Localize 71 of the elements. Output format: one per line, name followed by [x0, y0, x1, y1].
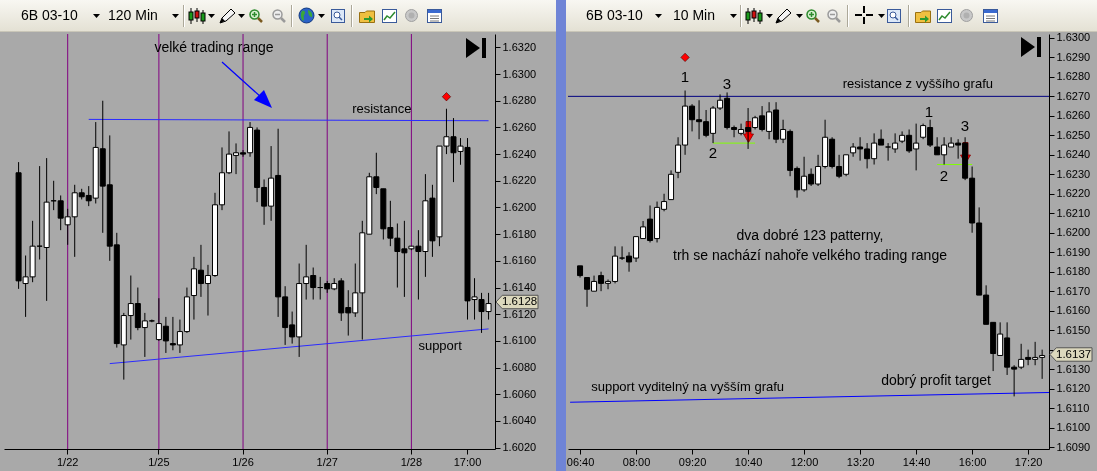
- ref-line-label: resistance z vyššího grafu: [842, 76, 993, 92]
- annotation: 1: [680, 68, 690, 85]
- x-tick-label: 08:00: [622, 455, 651, 468]
- chart-subtitle: 120 Min: [108, 7, 158, 23]
- y-tick-label: 1.6320: [502, 40, 537, 53]
- y-tick-label: 1.6090: [1056, 440, 1091, 453]
- y-tick-label: 1.6110: [1056, 401, 1090, 414]
- y-tick-label: 1.6020: [502, 441, 537, 454]
- y-tick-label: 1.6260: [502, 120, 537, 133]
- annotation: 1: [924, 103, 934, 120]
- annotation: dva dobré 123 patterny,: [736, 227, 884, 243]
- y-tick-label: 1.6200: [1056, 226, 1091, 239]
- y-tick-label: 1.6250: [1056, 128, 1091, 141]
- y-tick-label: 1.6300: [1056, 31, 1091, 44]
- y-tick-label: 1.6100: [1056, 421, 1091, 434]
- x-tick-label: 16:00: [958, 455, 987, 468]
- series-label: resistance: [352, 101, 412, 117]
- text: 1.6128: [502, 295, 538, 307]
- x-tick-label: 12:00: [790, 455, 819, 468]
- annotation: dobrý profit target: [881, 372, 991, 388]
- x-tick-label: 1/26: [232, 455, 254, 468]
- x-tick-label: 1/25: [148, 455, 170, 468]
- chart-title: 6B 03-10: [586, 7, 643, 23]
- chart-title: 6B 03-10: [21, 7, 78, 23]
- y-tick-label: 1.6190: [1056, 245, 1091, 258]
- y-tick-label: 1.6180: [502, 227, 537, 240]
- x-tick-label: 17:00: [453, 455, 482, 468]
- y-tick-label: 1.6210: [1056, 206, 1091, 219]
- y-tick-label: 1.6220: [502, 174, 537, 187]
- x-tick-label: 13:20: [846, 455, 875, 468]
- y-tick-label: 1.6280: [502, 94, 537, 107]
- y-tick-label: 1.6080: [502, 361, 537, 374]
- y-tick-label: 1.6280: [1056, 70, 1091, 83]
- y-tick-label: 1.6120: [1056, 382, 1091, 395]
- y-tick-label: 1.6120: [502, 307, 537, 320]
- x-tick-label: 1/27: [316, 455, 338, 468]
- y-tick-label: 1.6060: [502, 387, 537, 400]
- x-tick-label: 14:40: [902, 455, 931, 468]
- y-tick-label: 1.6140: [502, 281, 537, 294]
- x-tick-label: 1/22: [56, 455, 79, 468]
- y-tick-label: 1.6160: [502, 254, 537, 267]
- series-label: support: [418, 338, 463, 354]
- x-tick-label: 09:20: [678, 455, 707, 468]
- x-tick-label: 1/28: [400, 455, 423, 468]
- text: 1.6137: [1056, 347, 1092, 360]
- y-tick-label: 1.6260: [1056, 109, 1091, 122]
- y-tick-label: 1.6150: [1056, 323, 1091, 336]
- x-tick-label: 17:20: [1014, 455, 1043, 468]
- annotation: 3: [960, 117, 970, 134]
- y-tick-label: 1.6270: [1056, 89, 1091, 102]
- y-tick-label: 1.6240: [1056, 148, 1091, 161]
- annotation: 2: [708, 144, 718, 161]
- x-tick-label: 10:40: [734, 455, 763, 468]
- annotation: trh se nachází nahoře velkého trading range: [673, 247, 948, 263]
- y-tick-label: 1.6040: [502, 414, 537, 427]
- y-tick-label: 1.6160: [1056, 304, 1091, 317]
- series-label: support vyditelný na vyšším grafu: [591, 378, 785, 394]
- y-tick-label: 1.6180: [1056, 265, 1091, 278]
- y-tick-label: 1.6170: [1056, 284, 1091, 297]
- y-tick-label: 1.6220: [1056, 187, 1091, 200]
- y-tick-label: 1.6240: [502, 147, 537, 160]
- y-tick-label: 1.6230: [1056, 167, 1091, 180]
- y-tick-label: 1.6130: [1056, 362, 1091, 375]
- y-tick-label: 1.6100: [502, 334, 537, 347]
- x-tick-label: 06:40: [566, 455, 595, 468]
- y-tick-label: 1.6300: [502, 67, 537, 80]
- annotation: 2: [939, 167, 949, 184]
- annotation: 3: [722, 75, 732, 92]
- y-tick-label: 1.6200: [502, 200, 537, 213]
- y-tick-label: 1.6290: [1056, 50, 1091, 63]
- chart-subtitle: 10 Min: [673, 7, 716, 23]
